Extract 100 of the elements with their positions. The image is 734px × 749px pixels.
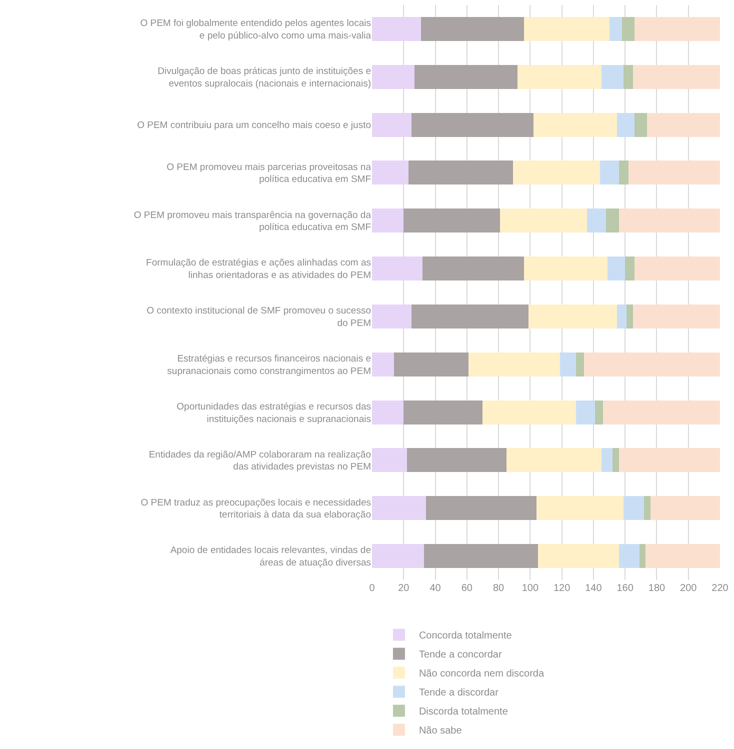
y-tick-label: O contexto institucional de SMF promoveu o sucesso do PEM [146, 306, 372, 329]
bar [644, 496, 650, 520]
bar [394, 352, 468, 376]
y-tick-label: Oportunidades das estratégias e recursos das instituições nacionais e supranacionais [176, 401, 372, 425]
x-tick-label: 40 [430, 583, 442, 594]
bar [512, 160, 600, 185]
x-tick-label: 100 [522, 583, 539, 594]
bar [412, 112, 534, 137]
bar [618, 160, 628, 185]
bar [622, 16, 635, 41]
y-tick-label: Entidades da região/AMP colaboraram na realização das atividades previstas no PEM [148, 449, 372, 473]
y-tick-label: O PEM promoveu mais parcerias proveitosas na política educativa em SMF [166, 162, 372, 186]
bar [618, 208, 720, 233]
bar [634, 112, 648, 137]
x-tick-label: 120 [553, 583, 571, 594]
bar [372, 208, 404, 233]
bar [602, 400, 720, 424]
bar [421, 16, 524, 41]
bar [587, 208, 606, 233]
x-tick-label: 80 [492, 583, 505, 594]
bar [633, 304, 720, 328]
bar [372, 256, 423, 281]
legend-label: Tende a concordar [418, 650, 502, 661]
bar [628, 160, 720, 185]
bar [372, 400, 404, 424]
bar [600, 160, 619, 185]
bar [424, 544, 538, 568]
bar [634, 256, 720, 281]
bar [482, 400, 576, 424]
bar [372, 304, 412, 328]
bar [372, 448, 407, 472]
bar [617, 304, 627, 328]
bar [408, 160, 513, 185]
bar [625, 256, 635, 281]
x-tick-label: 200 [680, 583, 698, 594]
bar [372, 16, 422, 41]
legend-label: Concorda totalmente [418, 630, 512, 642]
bar [528, 304, 618, 328]
y-tick-label: Estratégias e recursos financeiros nacionais e supranacionais como constrangimentos ao PEM [167, 354, 372, 377]
bar [612, 448, 619, 472]
bar [646, 544, 720, 568]
bar [468, 352, 560, 376]
bar [372, 352, 394, 376]
bar [406, 448, 506, 472]
x-tick-label: 0 [369, 583, 376, 594]
bar [372, 64, 415, 89]
legend-label: Não concorda nem discorda [418, 668, 544, 680]
bar [576, 400, 596, 424]
bar [601, 64, 624, 89]
x-tick-label: 60 [461, 583, 473, 594]
y-tick-label: O PEM contribuiu para um concelho mais coeso e justo [137, 120, 371, 132]
bar [372, 112, 412, 137]
y-tick-label: Formulação de estratégias e ações alinhadas com as linhas orientadoras e as atividades do PEM [146, 258, 372, 282]
y-tick-label: O PEM promoveu mais transparência na governação da política educativa em SMF [134, 210, 372, 234]
legend-label: Tende a discordar [418, 688, 500, 699]
bar [624, 64, 633, 89]
bar [524, 256, 608, 281]
bar [618, 544, 640, 568]
x-tick-label: 140 [585, 583, 602, 594]
bar [414, 64, 518, 89]
y-tick-label: Divulgação de boas práticas junto de instituições e eventos supralocais (nacionais e internacionais) [158, 66, 371, 90]
bar [584, 352, 720, 376]
bar [609, 16, 622, 41]
bar [524, 16, 610, 41]
bar [372, 496, 426, 520]
bar [500, 208, 588, 233]
bar [595, 400, 603, 424]
x-tick-label: 20 [398, 583, 410, 594]
bar [404, 208, 500, 233]
bar [506, 448, 602, 472]
bar [422, 256, 524, 281]
bar [624, 496, 644, 520]
x-tick-label: 220 [712, 583, 729, 594]
y-tick-label: O PEM foi globalmente entendido pelos agentes locais e pelo público-alvo como uma mais-valia [140, 18, 372, 42]
y-tick-label: O PEM traduz as preocupações locais e necessidades territoriais à data da sua elaboração [140, 497, 372, 521]
bar [650, 496, 720, 520]
legend-label: Não sabe [418, 726, 462, 737]
bar [404, 400, 483, 424]
bar [601, 448, 612, 472]
bar [647, 112, 720, 137]
bar [538, 544, 619, 568]
x-tick-label: 180 [648, 583, 666, 594]
bar [626, 304, 633, 328]
bar [412, 304, 529, 328]
bar [560, 352, 576, 376]
bar [372, 160, 408, 185]
bar [617, 112, 635, 137]
bar [518, 64, 602, 89]
bar [639, 544, 646, 568]
bar [633, 64, 720, 89]
bar [634, 16, 720, 41]
legend-label: Discorda totalmente [418, 706, 508, 718]
bar [576, 352, 584, 376]
bar [536, 496, 624, 520]
bar [372, 544, 424, 568]
bar [606, 208, 619, 233]
x-tick-label: 160 [616, 583, 634, 594]
bar [426, 496, 537, 520]
y-tick-label: Apoio de entidades locais relevantes, vindas de áreas de atuação diversas [170, 545, 372, 569]
bar [618, 448, 720, 472]
